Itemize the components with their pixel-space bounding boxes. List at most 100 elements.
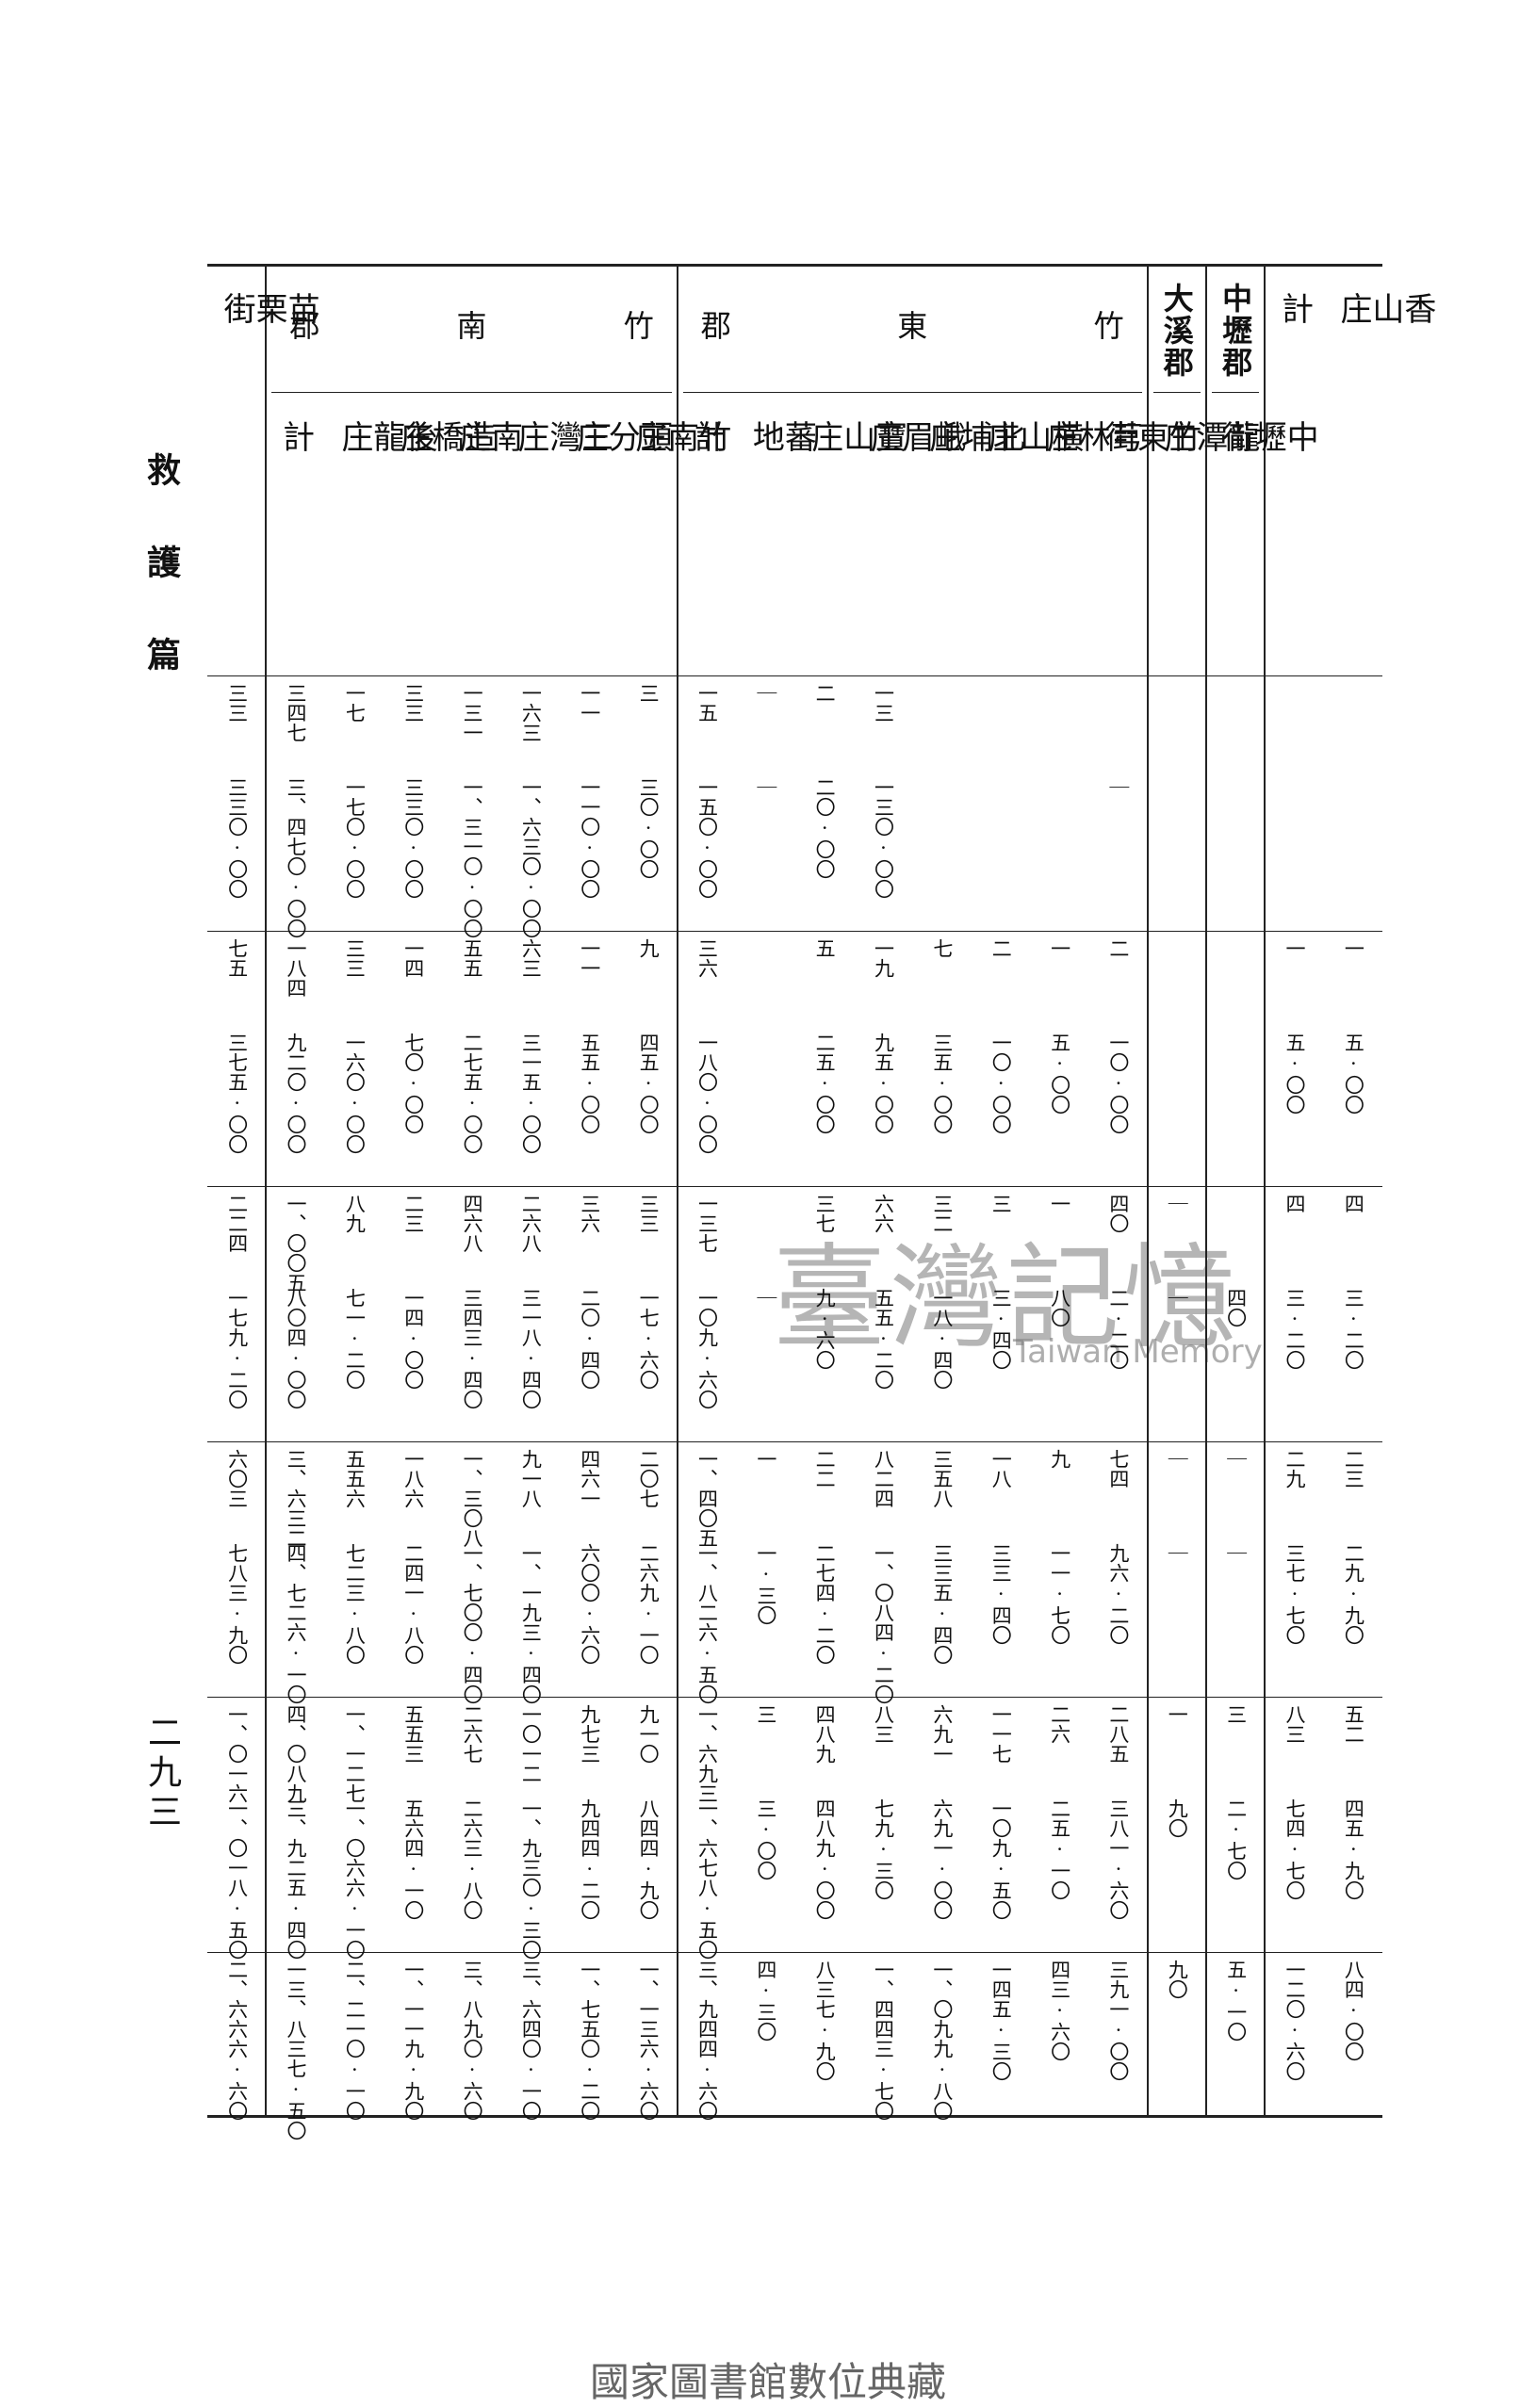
cell-value: 九 [1048, 1449, 1071, 1469]
cell-value: 一六〇·〇〇 [343, 1033, 367, 1154]
cell-value: ｜ [1224, 1543, 1248, 1563]
cell-value: ｜ [1166, 1288, 1189, 1308]
cell-value: 三九一·〇〇 [1106, 1960, 1130, 2081]
footer: 國家圖書館數位典藏 [589, 2359, 946, 2405]
cell-value: 三·二〇 [1342, 1288, 1365, 1370]
section-title: 救護篇 [141, 452, 181, 729]
cell-value: 三三〇·〇〇 [401, 777, 425, 899]
cell-value: 二〇七 [637, 1449, 661, 1508]
cell-value: 四、〇八九 [285, 1704, 308, 1803]
cell-value: 四、七二六·一〇 [285, 1543, 308, 1704]
cell-value: 一、三〇八 [461, 1449, 484, 1548]
cell-value: 一七九·二〇 [225, 1288, 249, 1409]
cell-value: ｜ [1166, 1543, 1189, 1563]
cell-value: 四〇 [1106, 1194, 1130, 1233]
cell-value: 二二 [813, 1449, 837, 1489]
cell-value: 六六 [872, 1194, 895, 1233]
column-label: 苗栗街 [218, 292, 320, 324]
cell-value: 二六九·一〇 [637, 1543, 661, 1665]
cell-value: 一七 [343, 683, 367, 723]
cell-value: 二六三·八〇 [461, 1798, 484, 1920]
cell-value: 一〇九·六〇 [695, 1288, 719, 1409]
cell-value: 三三〇·〇〇 [225, 777, 249, 899]
cell-value: 一七〇·〇〇 [343, 777, 367, 899]
cell-value: 八四四·九〇 [637, 1798, 661, 1920]
cell-value: 一九 [872, 938, 895, 978]
cell-value: 二六八 [519, 1194, 543, 1253]
cell-value: 八九 [343, 1194, 367, 1233]
column-label: 三灣庄 [511, 420, 613, 452]
column-label: 計 [687, 420, 726, 452]
cell-value: 九一〇 [637, 1704, 661, 1764]
cell-value: 一八·四〇 [930, 1288, 954, 1390]
rule [207, 1186, 1382, 1187]
cell-value: 一三、八三七·五〇 [285, 1960, 308, 2140]
cell-value: 二三 [401, 1194, 425, 1233]
cell-value: 五·〇〇 [1342, 1033, 1365, 1115]
cell-value: 二五·〇〇 [813, 1033, 837, 1134]
cell-value: 四八九·〇〇 [813, 1798, 837, 1920]
cell-value: 七二三·八〇 [343, 1543, 367, 1665]
rule [271, 392, 672, 393]
cell-value: 一、八二六·五〇 [695, 1543, 719, 1704]
cell-value: 一、一一九·九〇 [401, 1960, 425, 2121]
cell-value: 三八一·六〇 [1106, 1798, 1130, 1920]
cell-value: 七八三·九〇 [225, 1543, 249, 1665]
cell-value: 八四·〇〇 [1342, 1960, 1365, 2061]
cell-value: 二 [989, 938, 1013, 958]
cell-value: 五五三 [401, 1704, 425, 1764]
cell-value: 三六 [695, 938, 719, 978]
cell-value: 一、三一〇·〇〇 [461, 777, 484, 938]
cell-value: 三三 [637, 1194, 661, 1233]
cell-value: 一 [1283, 938, 1306, 958]
cell-value: 三、八九〇·六〇 [461, 1960, 484, 2121]
cell-value: 六九一·〇〇 [930, 1798, 954, 1920]
cell-value: 四·三〇 [754, 1960, 777, 2042]
cell-value: 一一七 [989, 1704, 1013, 1764]
cell-value: 四 [1283, 1194, 1306, 1213]
cell-value: 三三 [343, 938, 367, 978]
cell-value: 二·七〇 [1224, 1798, 1248, 1880]
cell-value: 三·二〇 [1283, 1288, 1306, 1370]
rule [682, 392, 1142, 393]
cell-value: 五·〇〇 [1048, 1033, 1071, 1115]
cell-value: 五五 [461, 938, 484, 978]
cell-value: 三·〇〇 [754, 1798, 777, 1880]
cell-value: 一、七〇〇·四〇 [461, 1543, 484, 1704]
cell-value: 五二 [1342, 1704, 1365, 1744]
cell-value: 三六 [578, 1194, 601, 1233]
column-label: 北埔庄 [923, 420, 1025, 452]
cell-value: 一、〇六六·一〇 [343, 1798, 367, 1960]
cell-value: 一 [1048, 1194, 1071, 1213]
cell-value: 三二 [930, 1194, 954, 1233]
cell-value: 三、六三二 [285, 1449, 308, 1548]
cell-value: 一 [1048, 938, 1071, 958]
cell-value: 一 [754, 1449, 777, 1469]
cell-value: 一一·七〇 [1048, 1543, 1071, 1645]
rule [207, 675, 1382, 676]
cell-value: 三一五·〇〇 [519, 1033, 543, 1154]
rule [207, 1441, 1382, 1442]
group-header: 竹東郡 [700, 308, 1124, 344]
cell-value: 一八 [989, 1449, 1013, 1489]
column-label: 後龍庄 [335, 420, 437, 452]
cell-value: ｜ [1224, 1449, 1248, 1469]
cell-value: 五五·〇〇 [578, 1033, 601, 1134]
cell-value: 一五〇·〇〇 [695, 777, 719, 899]
cell-value: 八〇四·〇〇 [285, 1288, 308, 1409]
cell-value: 四五·〇〇 [637, 1033, 661, 1134]
cell-value: 八二四 [872, 1449, 895, 1508]
cell-value: 一 [1342, 938, 1365, 958]
column-label: 計 [1275, 292, 1314, 324]
cell-value: 三、四七〇·〇〇 [285, 777, 308, 938]
column-label: 南庄 [452, 420, 523, 452]
cell-value: 一、〇一八·五〇 [225, 1798, 249, 1960]
cell-value: 二四一·八〇 [401, 1543, 425, 1665]
cell-value: 二、二一〇·一〇 [343, 1960, 367, 2121]
cell-value: 五·一〇 [1224, 1960, 1248, 2042]
cell-value: ｜ [1166, 1449, 1189, 1469]
cell-value: 九〇 [1166, 1960, 1189, 1999]
watermark: 臺灣記憶 [773, 1233, 1240, 1364]
rule [1152, 392, 1201, 393]
